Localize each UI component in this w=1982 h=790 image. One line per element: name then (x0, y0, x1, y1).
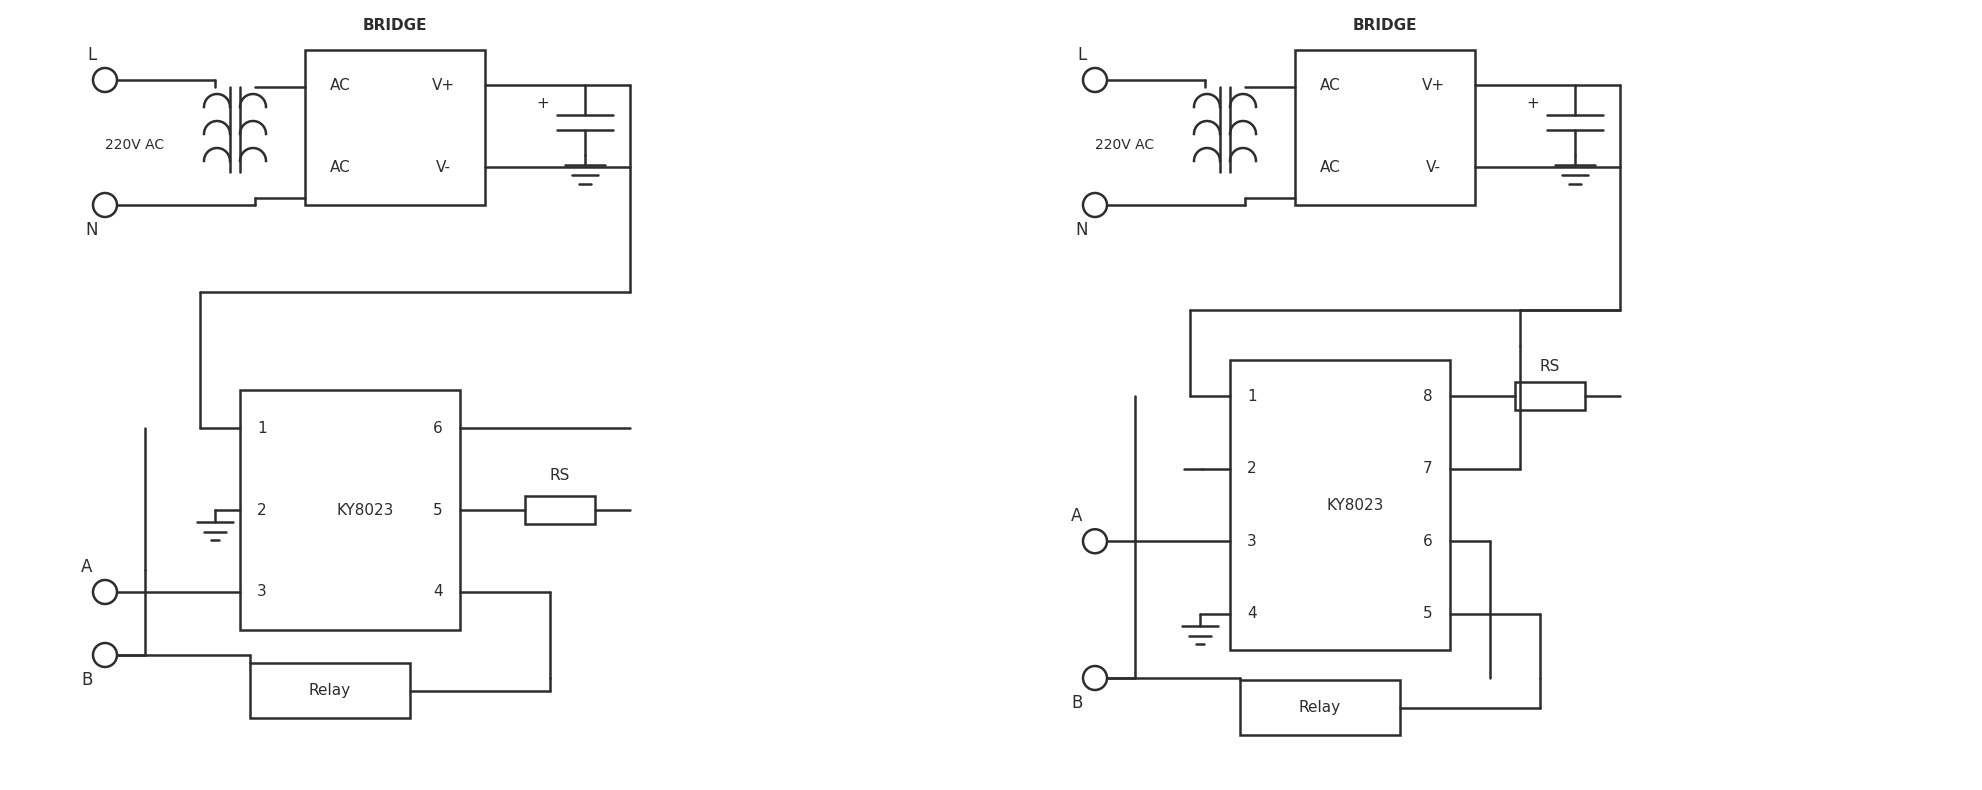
Text: 1: 1 (258, 420, 268, 435)
Text: BRIDGE: BRIDGE (1354, 17, 1417, 32)
Bar (250, 663, 410, 718)
Text: V+: V+ (1421, 77, 1445, 92)
Text: AC: AC (329, 160, 351, 175)
Text: V-: V- (436, 160, 450, 175)
Text: B: B (1072, 694, 1082, 712)
Text: 3: 3 (1247, 534, 1257, 549)
Text: 2: 2 (1247, 461, 1257, 476)
Text: L: L (1078, 46, 1086, 64)
Text: KY8023: KY8023 (337, 502, 394, 517)
Text: AC: AC (1320, 160, 1340, 175)
Text: 6: 6 (434, 420, 442, 435)
Text: +: + (1526, 96, 1540, 111)
Text: 4: 4 (1247, 606, 1257, 621)
Text: 5: 5 (1423, 606, 1433, 621)
Text: AC: AC (1320, 77, 1340, 92)
Bar (240, 390, 460, 630)
Text: RS: RS (1540, 359, 1560, 374)
Text: V+: V+ (432, 77, 454, 92)
Text: AC: AC (329, 77, 351, 92)
Bar (1514, 382, 1586, 410)
Text: 7: 7 (1423, 461, 1433, 476)
Text: 5: 5 (434, 502, 442, 517)
Text: 4: 4 (434, 585, 442, 600)
Bar (1231, 360, 1451, 650)
Text: BRIDGE: BRIDGE (363, 17, 428, 32)
Bar (305, 50, 486, 205)
Text: 2: 2 (258, 502, 268, 517)
Text: +: + (537, 96, 549, 111)
Text: 220V AC: 220V AC (1096, 138, 1156, 152)
Text: A: A (81, 558, 93, 576)
Text: KY8023: KY8023 (1326, 498, 1383, 513)
Text: B: B (81, 671, 93, 689)
Text: RS: RS (549, 468, 571, 483)
Text: N: N (85, 221, 99, 239)
Text: L: L (87, 46, 97, 64)
Text: Relay: Relay (1298, 700, 1342, 715)
Bar (1294, 50, 1475, 205)
Bar (525, 496, 595, 524)
Text: 6: 6 (1423, 534, 1433, 549)
Bar (1241, 680, 1399, 735)
Text: 8: 8 (1423, 389, 1433, 404)
Text: N: N (1076, 221, 1088, 239)
Text: V-: V- (1425, 160, 1441, 175)
Text: A: A (1072, 507, 1082, 525)
Text: Relay: Relay (309, 683, 351, 698)
Text: 3: 3 (258, 585, 268, 600)
Text: 1: 1 (1247, 389, 1257, 404)
Text: 220V AC: 220V AC (105, 138, 165, 152)
